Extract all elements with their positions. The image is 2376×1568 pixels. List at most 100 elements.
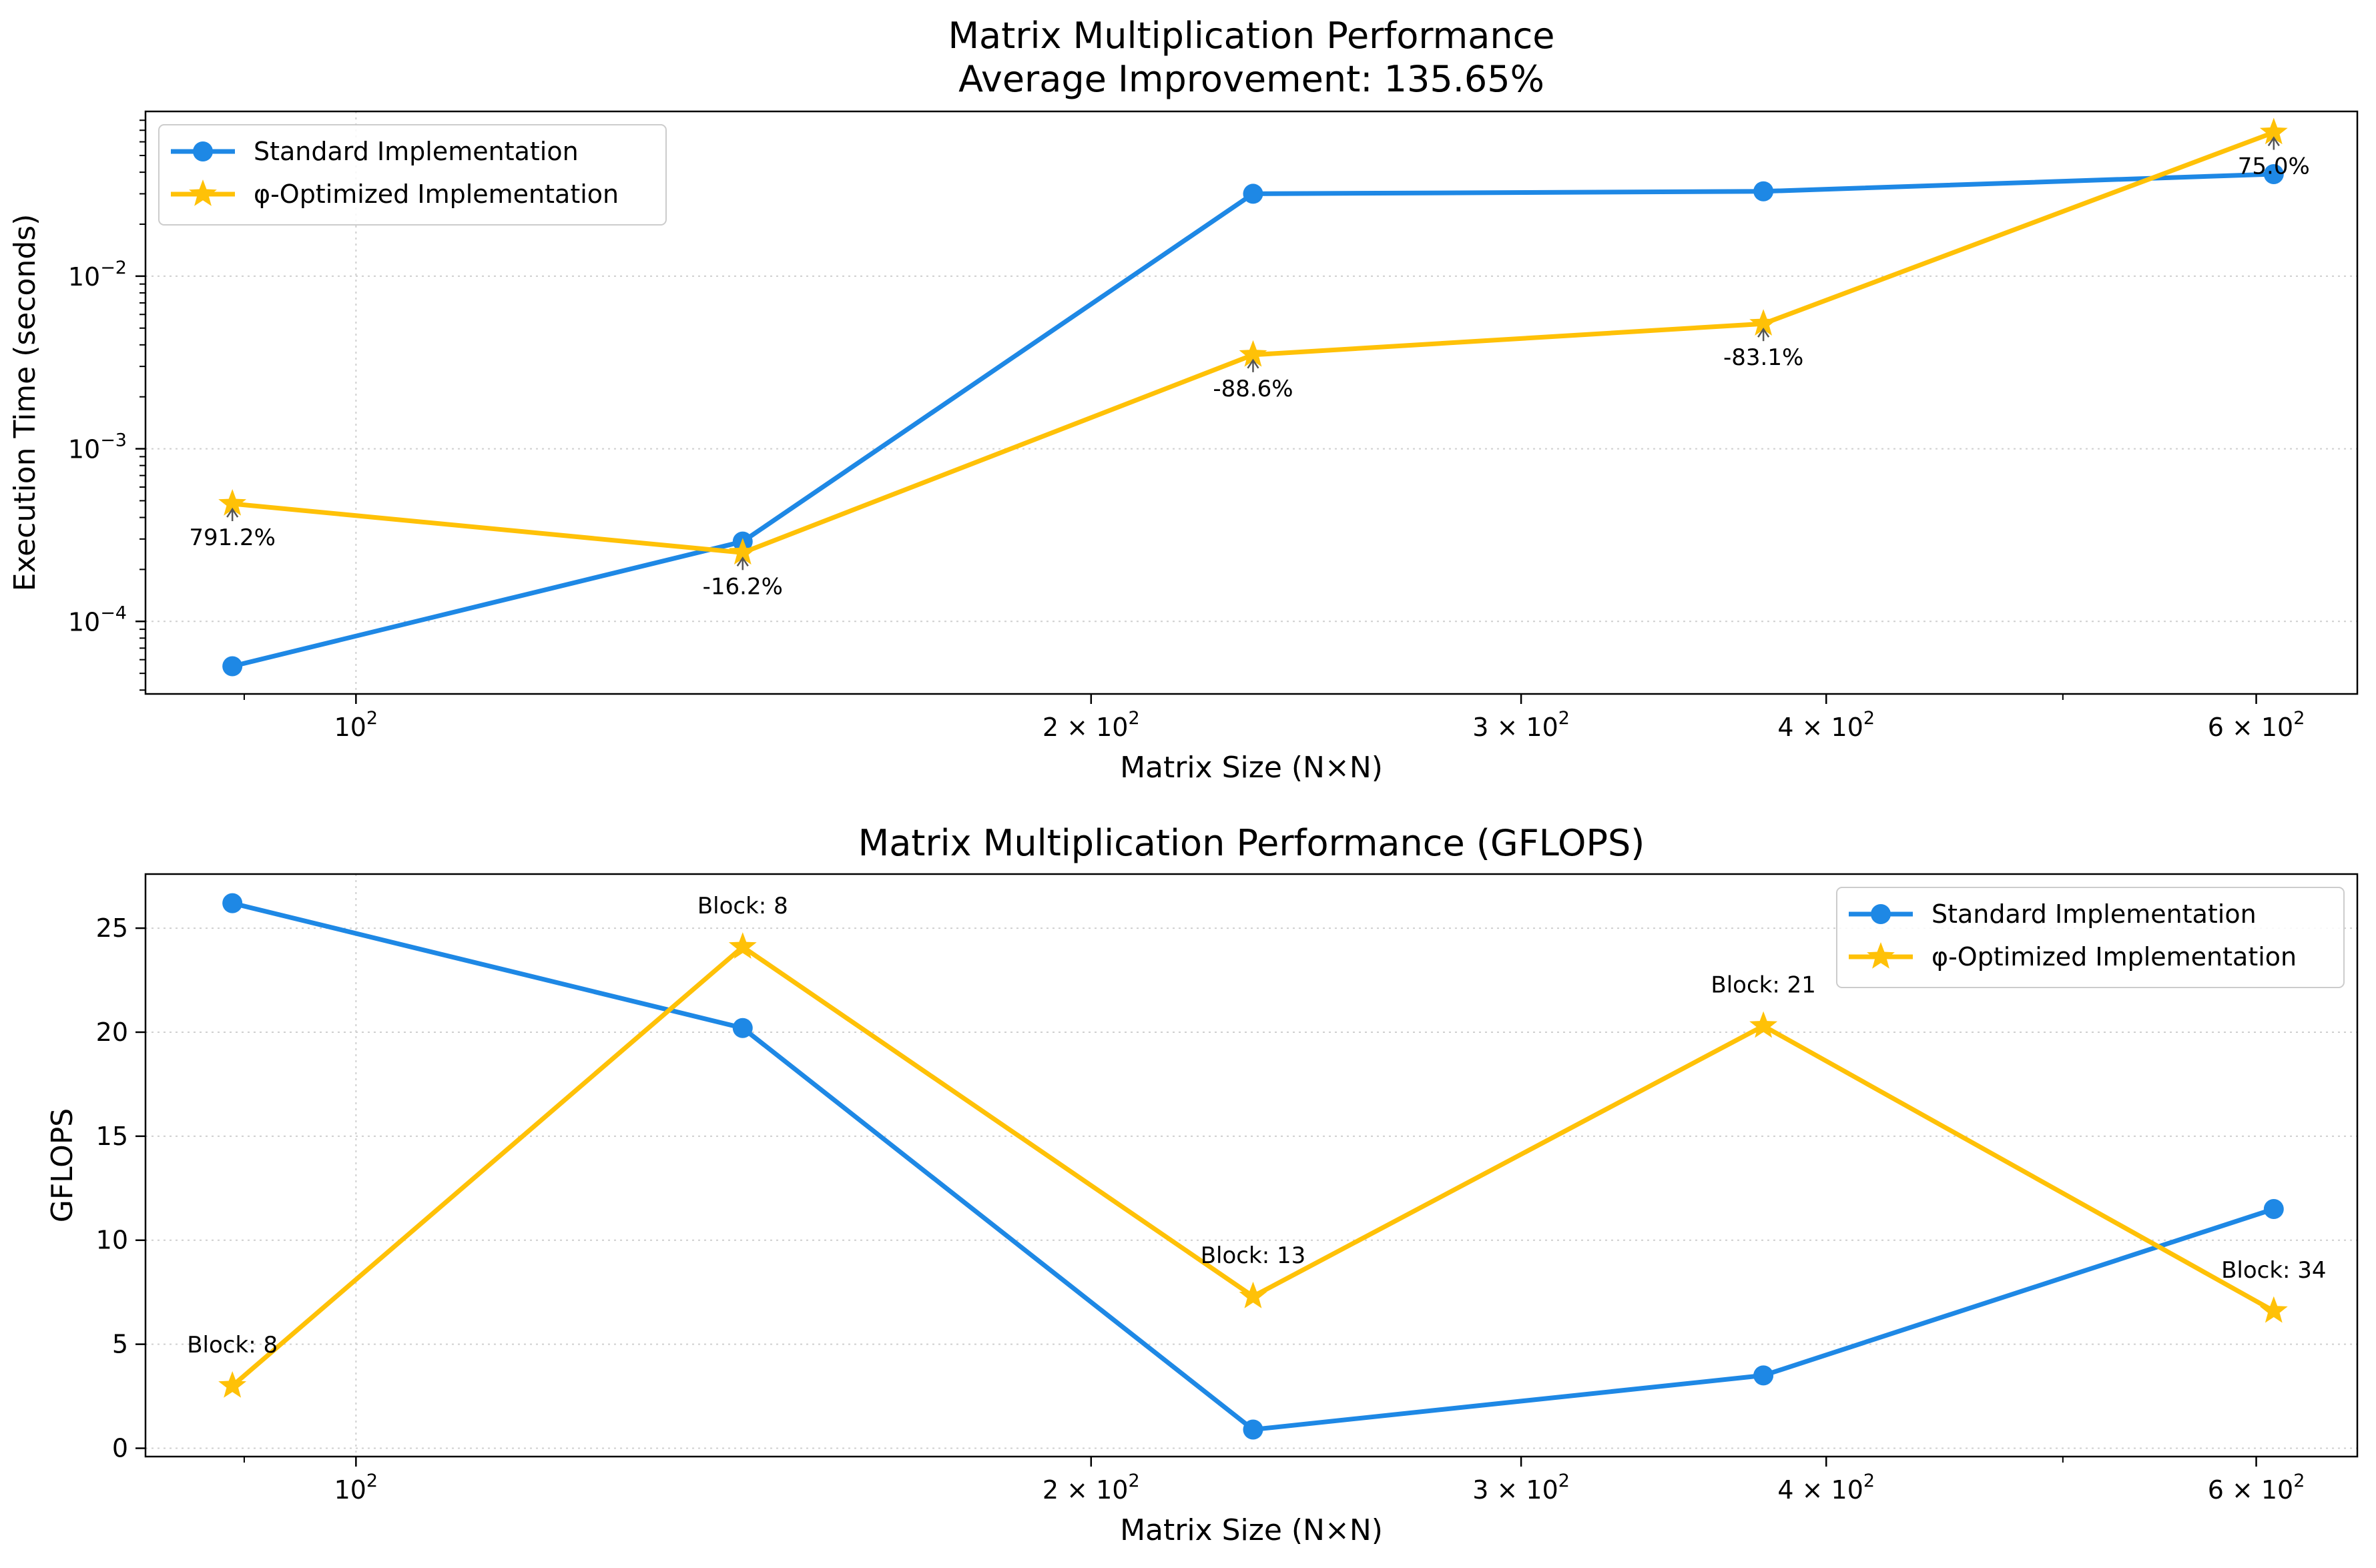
x-tick-exp: 2 xyxy=(1558,708,1570,729)
annotation-label: Block: 8 xyxy=(187,1332,278,1358)
x-tick-base: 2 × 10 xyxy=(1043,1475,1129,1505)
series-standard xyxy=(222,893,2284,1440)
data-point-circle xyxy=(2263,1198,2284,1219)
legend-marker-circle xyxy=(1871,904,1891,924)
x-tick-base: 3 × 10 xyxy=(1472,1475,1558,1505)
x-tick-label: 2 × 102 xyxy=(1043,1471,1140,1505)
annotation-label: Block: 34 xyxy=(2221,1257,2326,1284)
x-tick-label: 3 × 102 xyxy=(1472,1471,1570,1505)
x-axis-label: Matrix Size (N×N) xyxy=(1120,1513,1383,1547)
y-tick-exp: −3 xyxy=(100,430,127,451)
chart-title: Matrix Multiplication Performance (GFLOP… xyxy=(858,822,1645,864)
x-tick-exp: 2 xyxy=(1863,1471,1875,1491)
data-point-star xyxy=(1749,309,1778,336)
y-tick-label: 15 xyxy=(96,1122,128,1151)
x-tick-exp: 2 xyxy=(366,708,378,729)
x-tick-exp: 2 xyxy=(1128,1471,1139,1491)
x-tick-label: 2 × 102 xyxy=(1043,708,1140,742)
annotation-arrowhead xyxy=(1247,358,1259,369)
grid-lines xyxy=(145,874,2357,1457)
data-point-star xyxy=(2259,117,2288,145)
x-tick-exp: 2 xyxy=(366,1471,378,1491)
y-tick-label: 20 xyxy=(96,1018,128,1047)
legend-label: φ-Optimized Implementation xyxy=(254,179,619,209)
data-point-star xyxy=(1239,340,1267,367)
legend-marker-star xyxy=(189,179,217,206)
data-point-circle xyxy=(2263,163,2284,184)
annotation-label: -88.6% xyxy=(1213,376,1293,402)
x-tick-base: 6 × 10 xyxy=(2208,713,2294,742)
x-tick-base: 2 × 10 xyxy=(1043,713,1129,742)
y-tick-base: 10 xyxy=(68,262,100,292)
annotation-arrowhead xyxy=(1757,327,1770,338)
annotation-arrowhead xyxy=(736,556,749,567)
y-tick-label: 0 xyxy=(112,1434,128,1463)
y-tick-exp: −4 xyxy=(100,603,127,623)
x-tick-label: 4 × 102 xyxy=(1777,708,1875,742)
x-tick-label: 4 × 102 xyxy=(1777,1471,1875,1505)
annotation-label: -83.1% xyxy=(1723,344,1803,371)
data-point-star xyxy=(218,489,247,516)
x-tick-exp: 2 xyxy=(2293,1471,2305,1491)
x-tick-base: 10 xyxy=(334,713,366,742)
x-tick-base: 6 × 10 xyxy=(2208,1475,2294,1505)
y-axis-label: Execution Time (seconds) xyxy=(8,214,42,592)
data-point-star xyxy=(218,1371,247,1398)
data-point-circle xyxy=(1753,1365,1774,1386)
data-point-circle xyxy=(732,1018,753,1038)
data-point-star xyxy=(1749,1011,1778,1038)
x-tick-exp: 2 xyxy=(1128,708,1139,729)
y-tick-label: 10−4 xyxy=(68,603,127,637)
annotation-label: Block: 8 xyxy=(697,893,788,919)
y-tick-label: 5 xyxy=(112,1330,128,1359)
y-tick-label: 10−2 xyxy=(68,258,127,292)
x-tick-label: 6 × 102 xyxy=(2208,1471,2305,1505)
y-tick-label: 25 xyxy=(96,913,128,943)
y-tick-base: 10 xyxy=(68,435,100,464)
x-tick-label: 3 × 102 xyxy=(1472,708,1570,742)
y-tick-label: 10 xyxy=(96,1226,128,1255)
x-tick-base: 10 xyxy=(334,1475,366,1505)
annotation-label: 791.2% xyxy=(189,524,276,551)
legend-label: φ-Optimized Implementation xyxy=(1932,942,2297,971)
data-point-circle xyxy=(222,656,243,677)
chart-title: Matrix Multiplication Performance xyxy=(948,15,1554,57)
data-point-star xyxy=(2259,1296,2288,1323)
legend-label: Standard Implementation xyxy=(1932,899,2257,929)
data-point-star xyxy=(1239,1281,1267,1308)
legend-box xyxy=(158,124,667,226)
axes-frame xyxy=(144,873,2359,1458)
y-axis-label: GFLOPS xyxy=(45,1108,79,1222)
x-tick-exp: 2 xyxy=(1558,1471,1570,1491)
legend: Standard Implementation φ-Optimized Imple… xyxy=(158,124,667,226)
y-tick-label: 10−3 xyxy=(68,430,127,464)
x-tick-exp: 2 xyxy=(2293,708,2305,729)
data-point-star xyxy=(728,538,757,565)
x-tick-base: 4 × 10 xyxy=(1777,1475,1863,1505)
data-point-circle xyxy=(1243,183,1263,204)
legend-box xyxy=(1836,887,2345,988)
annotation-label: Block: 21 xyxy=(1711,972,1815,999)
x-tick-label: 102 xyxy=(334,708,378,742)
series-phi-optimized xyxy=(218,932,2288,1398)
series-phi-optimized xyxy=(218,117,2288,565)
legend-marker-circle xyxy=(193,141,213,161)
axes-frame xyxy=(144,110,2359,695)
x-tick-label: 102 xyxy=(334,1471,378,1505)
data-point-circle xyxy=(1243,1419,1263,1440)
x-tick-base: 3 × 10 xyxy=(1472,713,1558,742)
execution-time-chart: Matrix Multiplication PerformanceAverage… xyxy=(8,15,2359,785)
x-tick-base: 4 × 10 xyxy=(1777,713,1863,742)
chart-subtitle: Average Improvement: 135.65% xyxy=(958,58,1544,100)
data-point-circle xyxy=(1753,181,1774,202)
x-tick-exp: 2 xyxy=(1863,708,1875,729)
x-axis-label: Matrix Size (N×N) xyxy=(1120,751,1383,785)
annotation-arrowhead xyxy=(2267,136,2280,147)
annotation-arrowhead xyxy=(226,507,239,518)
x-tick-label: 6 × 102 xyxy=(2208,708,2305,742)
annotation-label: Block: 13 xyxy=(1201,1242,1305,1269)
data-point-circle xyxy=(222,893,243,913)
series-standard xyxy=(222,163,2284,677)
legend: Standard Implementation φ-Optimized Imple… xyxy=(1836,887,2345,988)
